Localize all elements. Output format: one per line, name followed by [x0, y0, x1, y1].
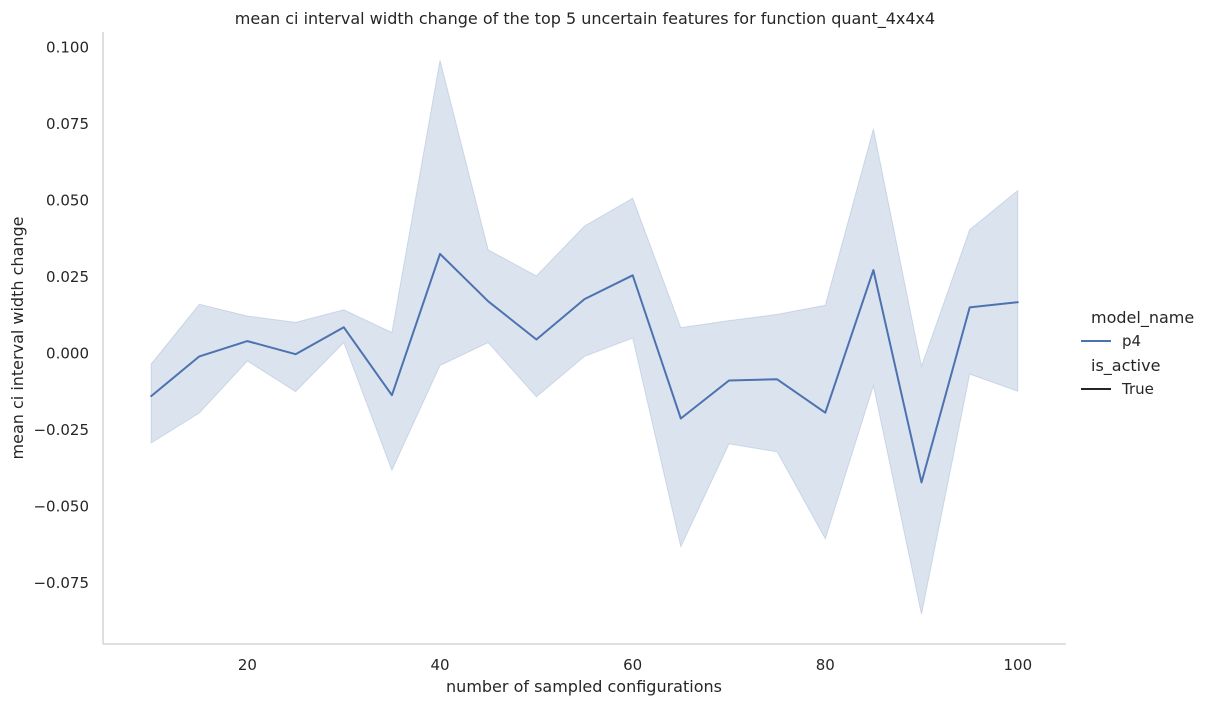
series-line-p4	[150, 252, 1019, 484]
legend-hue-label: p4	[1122, 332, 1141, 350]
data-point	[967, 304, 973, 310]
y-tick-label: −0.025	[33, 421, 89, 439]
y-tick-label: 0.100	[46, 38, 89, 56]
confidence-band-layer	[150, 60, 1019, 615]
legend-style-title: is_active	[1091, 356, 1160, 376]
x-tick-label: 100	[1004, 656, 1033, 674]
y-tick-label: 0.025	[46, 268, 89, 286]
chart-title: mean ci interval width change of the top…	[235, 9, 935, 29]
data-point	[244, 338, 250, 344]
y-tick-label: −0.075	[33, 574, 89, 592]
y-axis-label: mean ci interval width change	[8, 217, 27, 460]
data-point	[148, 393, 154, 399]
data-point	[341, 324, 347, 330]
y-tick-label: 0.000	[46, 344, 89, 362]
x-tick-label: 40	[431, 656, 450, 674]
x-axis-ticks: 20 40 60 80 100	[238, 656, 1032, 674]
data-point	[726, 378, 732, 384]
data-point	[293, 351, 299, 357]
x-tick-label: 60	[623, 656, 642, 674]
data-point	[678, 416, 684, 422]
data-point	[919, 479, 925, 485]
legend-style-label: True	[1121, 380, 1154, 398]
data-point	[774, 376, 780, 382]
data-point	[870, 267, 876, 273]
x-axis-label: number of sampled configurations	[446, 677, 722, 696]
legend: model_name p4 is_active True	[1081, 308, 1194, 398]
x-tick-label: 20	[238, 656, 257, 674]
data-point	[196, 353, 202, 359]
series-line-layer	[148, 251, 1021, 485]
y-tick-label: −0.050	[33, 497, 89, 515]
y-tick-label: 0.075	[46, 115, 89, 133]
data-point	[582, 296, 588, 302]
data-point	[485, 298, 491, 304]
data-point	[822, 410, 828, 416]
y-tick-label: 0.050	[46, 191, 89, 209]
x-tick-label: 80	[816, 656, 835, 674]
data-point	[533, 337, 539, 343]
y-axis-ticks: −0.075 −0.050 −0.025 0.000 0.025 0.050 0.075 0.…	[33, 38, 89, 592]
legend-hue-title: model_name	[1091, 308, 1194, 328]
confidence-band-p4	[150, 60, 1019, 615]
data-point	[1015, 299, 1021, 305]
data-point	[389, 392, 395, 398]
data-point	[437, 251, 443, 257]
data-point	[630, 272, 636, 278]
